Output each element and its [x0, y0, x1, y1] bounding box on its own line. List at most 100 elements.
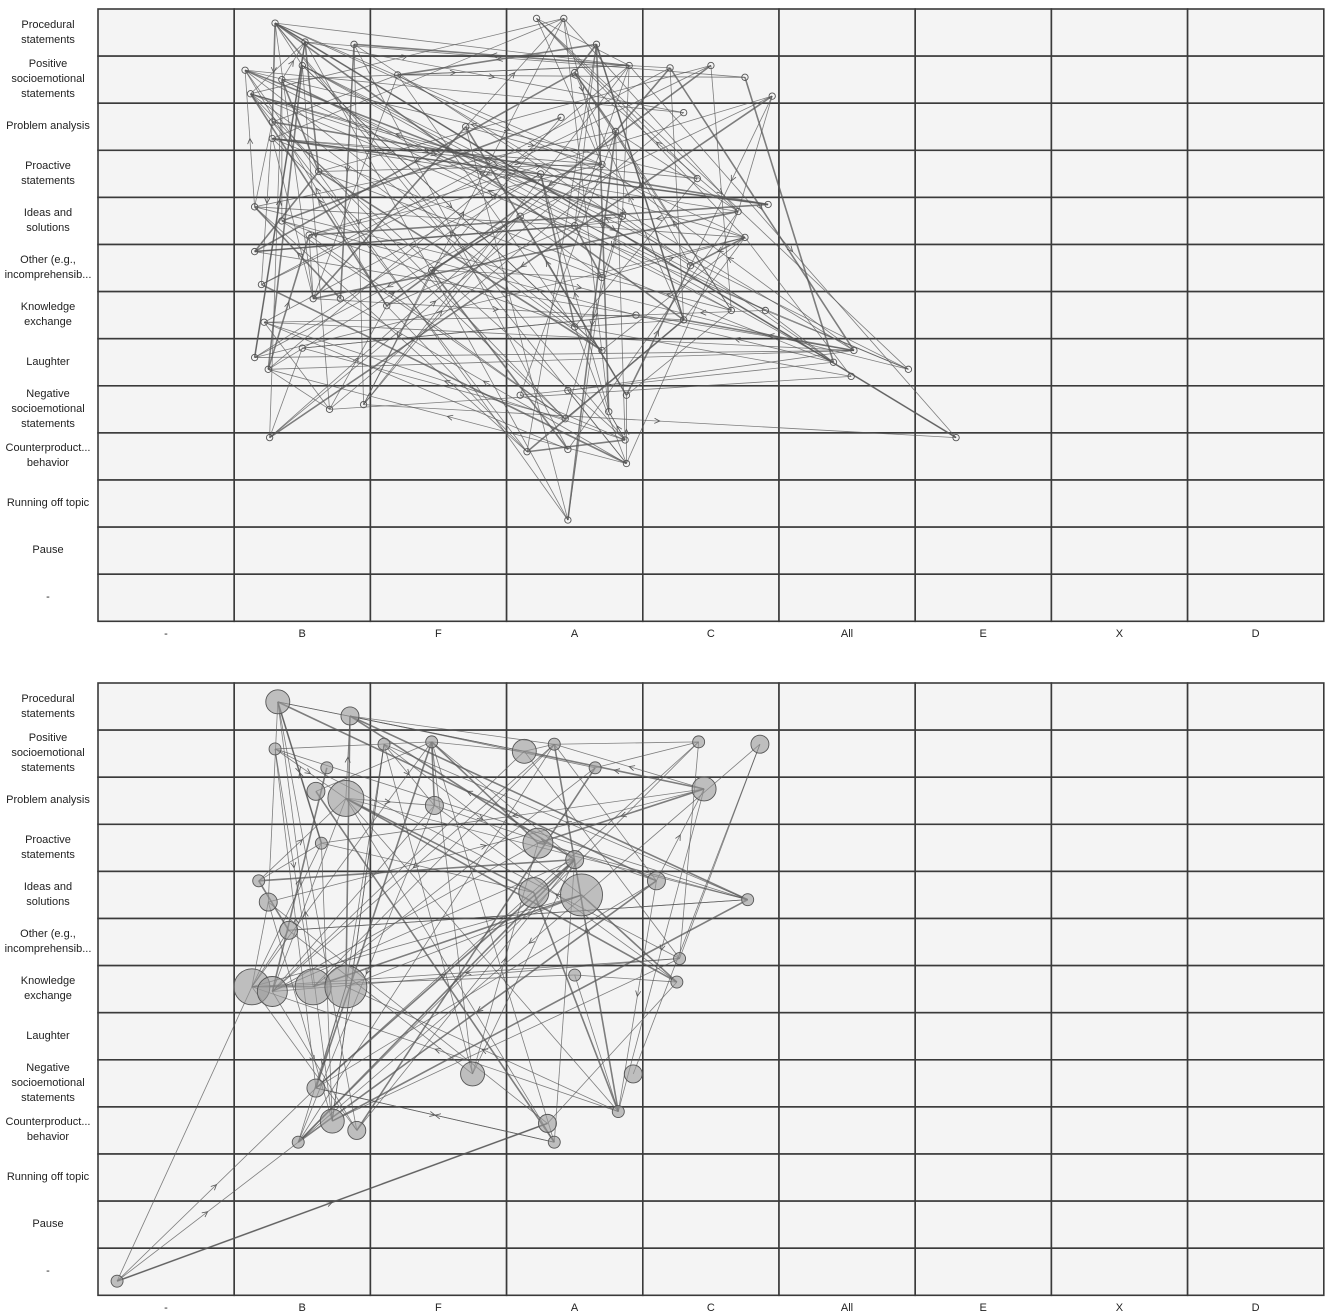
grid-cell: [914, 243, 1053, 293]
grid-cell: [97, 55, 235, 104]
node-marker: [252, 874, 266, 888]
row-label: Other (e.g., incomprehensib...: [4, 928, 92, 956]
edge-arrowhead: [570, 73, 577, 80]
transition-edge: [288, 929, 473, 1075]
transition-edge: [332, 958, 680, 1122]
node-marker: [561, 415, 569, 423]
edge-arrowhead: [756, 203, 763, 210]
grid-cell: [778, 1106, 916, 1155]
node-marker: [538, 1113, 557, 1133]
node-marker: [377, 737, 391, 751]
edge-arrowhead: [429, 300, 437, 307]
edge-arrowhead: [500, 957, 507, 965]
grid-cell: [97, 823, 235, 873]
transition-edge: [116, 1122, 548, 1282]
transition-edge: [431, 269, 569, 450]
transition-edge: [574, 319, 684, 328]
grid-cell: [1050, 776, 1189, 826]
grid-cell: [1050, 1011, 1189, 1061]
transition-edge: [312, 74, 399, 299]
edge-arrowhead: [302, 910, 309, 918]
edge-arrowhead: [386, 281, 394, 288]
edge-arrowhead: [659, 944, 666, 952]
row-label: -: [46, 1265, 50, 1278]
edge-arrowhead: [304, 768, 312, 775]
node-marker: [271, 19, 279, 27]
node-marker: [424, 796, 444, 815]
grid-cell: [97, 682, 235, 731]
grid-cell: [97, 917, 235, 967]
grid-cell: [505, 682, 644, 731]
grid-cell: [505, 1058, 644, 1108]
row-label: Running off topic: [6, 497, 90, 510]
transition-edge: [386, 305, 528, 453]
node-marker: [241, 66, 249, 74]
column-label: B: [298, 1302, 306, 1315]
grid-cell: [233, 1247, 372, 1297]
edge-arrowhead: [594, 101, 601, 109]
grid-cell: [1050, 243, 1189, 293]
node-marker: [301, 38, 309, 46]
node-marker: [618, 212, 627, 220]
edge-arrowhead: [384, 798, 392, 805]
edge-arrowhead: [620, 811, 628, 818]
edge-arrowhead: [288, 60, 294, 67]
node-marker: [257, 280, 266, 289]
grid-cell: [1186, 682, 1325, 731]
grid-cell: [1186, 729, 1325, 778]
transition-edge: [250, 93, 603, 351]
node-marker: [598, 273, 606, 282]
transition-edge: [313, 210, 739, 300]
grid-cell: [778, 526, 916, 575]
edge-arrowhead: [655, 141, 663, 148]
grid-cell: [1050, 337, 1189, 387]
transition-edge: [363, 65, 630, 405]
edge-arrowhead: [201, 1211, 209, 1218]
transition-edge: [302, 65, 834, 363]
grid-cell: [97, 1200, 235, 1249]
node-marker: [666, 64, 674, 72]
edge-arrowhead: [554, 893, 562, 900]
grid-cell: [97, 290, 235, 340]
node-marker: [511, 738, 537, 764]
grid-cell: [778, 243, 916, 293]
grid-cell: [97, 1247, 235, 1297]
grid-cell: [97, 526, 235, 575]
node-marker: [571, 323, 579, 331]
transition-edge: [526, 439, 626, 453]
grid-cell: [1186, 55, 1325, 104]
transition-edge: [383, 744, 473, 1075]
node-marker: [268, 118, 276, 126]
transition-edge: [269, 347, 303, 438]
column-label: -: [164, 1302, 168, 1315]
row-label: Negative socioemotional statements: [11, 1061, 85, 1104]
grid-cell: [1186, 337, 1325, 387]
row-label: Other (e.g., incomprehensib...: [4, 254, 92, 282]
node-marker: [460, 1061, 485, 1087]
edge-arrowhead: [344, 756, 351, 763]
transition-edge: [281, 79, 320, 172]
grid-cell: [1050, 479, 1189, 528]
grid-cell: [914, 8, 1053, 57]
grid-cell: [97, 964, 235, 1014]
node-marker: [278, 217, 286, 225]
transition-edge: [268, 901, 548, 1124]
node-marker: [741, 233, 749, 242]
grid-cell: [1050, 823, 1189, 873]
grid-cell: [641, 917, 780, 967]
grid-cell: [914, 682, 1053, 731]
node-marker: [336, 295, 345, 303]
edge-arrowhead: [528, 937, 535, 944]
grid-cell: [1186, 1106, 1325, 1155]
edge-arrowhead: [480, 843, 488, 850]
transition-edge: [345, 797, 678, 983]
edge-arrowhead: [575, 283, 583, 290]
transition-edge: [536, 18, 746, 238]
node-marker: [621, 436, 629, 444]
transition-edge: [272, 18, 564, 139]
node-marker: [741, 73, 749, 81]
grid-cell: [778, 8, 916, 57]
grid-cell: [914, 776, 1053, 826]
node-marker: [522, 827, 554, 859]
grid-cell: [97, 1058, 235, 1108]
